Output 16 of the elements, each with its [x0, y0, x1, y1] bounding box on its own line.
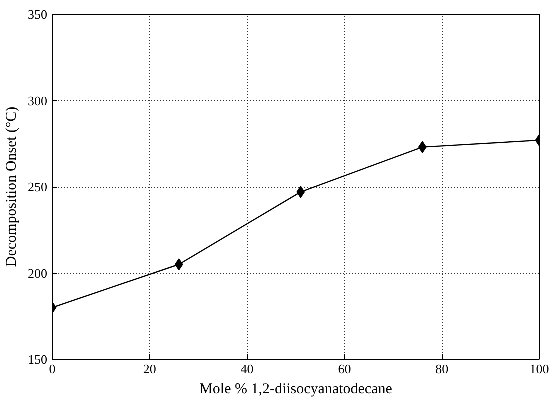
point [296, 186, 306, 198]
x-tick-label: 0 [49, 362, 56, 376]
y-tick-label: 300 [28, 93, 48, 108]
y-tick-label: 150 [28, 352, 48, 367]
point [174, 258, 184, 271]
y-tick-label: 250 [28, 180, 48, 194]
x-tick-label: 60 [338, 362, 352, 376]
x-tick-label: 40 [240, 362, 254, 376]
y-tick-label: 350 [28, 7, 48, 22]
x-axis-title: Mole % 1,2-diisocyanatodecane [200, 382, 393, 398]
x-tick-label: 20 [143, 362, 156, 376]
x-tick-label: 100 [530, 362, 550, 376]
y-tick-label: 200 [28, 266, 48, 281]
y-axis-title: Decomposition Onset (°C) [4, 106, 20, 268]
x-tick-label: 80 [436, 362, 449, 376]
point [418, 141, 427, 154]
